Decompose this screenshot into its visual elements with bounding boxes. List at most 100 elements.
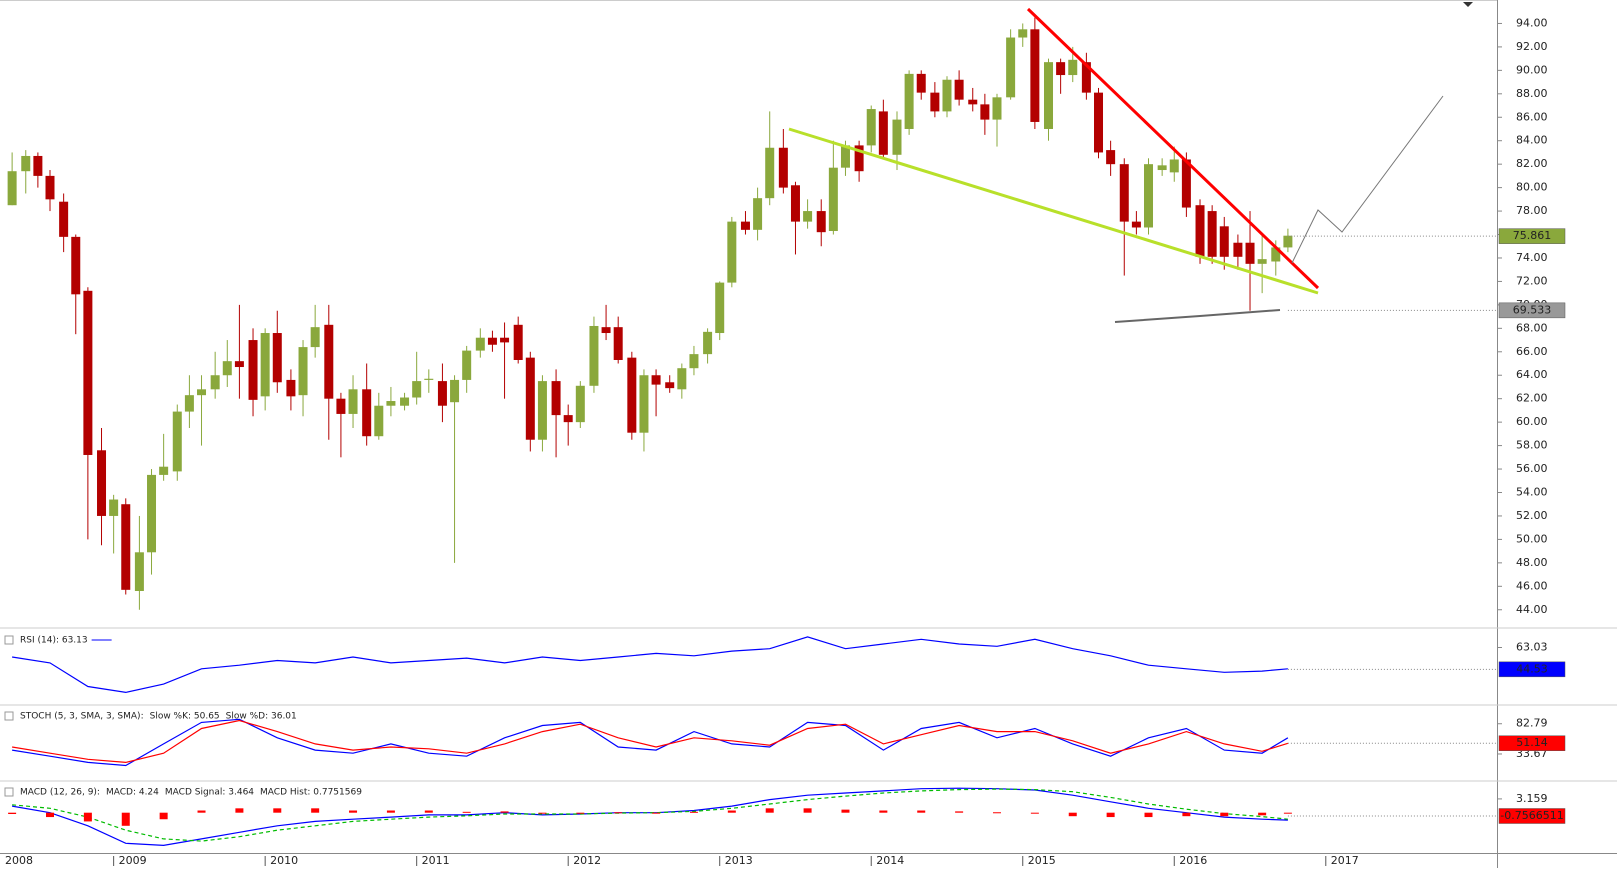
candle-body	[1094, 92, 1104, 153]
histogram-bar	[1030, 812, 1039, 814]
y-tick-label: 80.00	[1516, 181, 1548, 194]
candle-body	[336, 398, 346, 414]
candle-body	[1106, 150, 1116, 165]
trend-lines	[788, 7, 1444, 323]
candle-body	[589, 325, 599, 386]
x-tick-label: 2011	[422, 854, 450, 867]
legend-label: Slow %D: 36.01	[226, 712, 297, 722]
candle-body	[71, 236, 81, 295]
candle-body	[1030, 29, 1040, 122]
candle-body	[248, 340, 258, 400]
marker-label: 69.533	[1513, 303, 1552, 316]
candle-body	[450, 379, 460, 403]
candle-body	[45, 175, 55, 200]
y-tick-label: 48.00	[1516, 556, 1548, 569]
candle-body	[904, 73, 914, 129]
y-tick-label: 56.00	[1516, 462, 1548, 475]
legend-label: Slow %K: 50.65	[150, 712, 220, 722]
candle-body	[437, 381, 447, 406]
candle-body	[980, 104, 990, 120]
candle-body	[689, 354, 699, 369]
histogram-bar	[652, 812, 661, 814]
candle-body	[513, 324, 523, 360]
candle-body	[677, 368, 687, 390]
histogram-bar	[121, 812, 130, 826]
candle-body	[286, 379, 296, 397]
candle-body	[942, 79, 952, 112]
y-tick-label: 74.00	[1516, 251, 1548, 264]
histogram-bar	[1220, 812, 1229, 817]
candle-body	[1195, 205, 1205, 257]
histogram-bar	[614, 812, 623, 814]
histogram-bar	[349, 810, 358, 813]
y-tick-label: 82.00	[1516, 157, 1548, 170]
histogram-bar	[46, 812, 55, 818]
candle-body	[968, 99, 978, 105]
marker-box	[1498, 661, 1566, 678]
y-tick-label: 92.00	[1516, 40, 1548, 53]
y-tick-label: 46.00	[1516, 579, 1548, 592]
y-tick-label: 50.00	[1516, 532, 1548, 545]
candle-body	[740, 221, 750, 230]
candle-body	[109, 499, 119, 516]
candle-body	[1081, 62, 1091, 93]
marker-label: 44.53	[1516, 662, 1548, 675]
histogram-bar	[273, 808, 282, 813]
candle-body	[753, 198, 763, 230]
y-tick-label: 58.00	[1516, 439, 1548, 452]
candle-body	[639, 375, 649, 433]
y-tick-label: 66.00	[1516, 345, 1548, 358]
candle-body	[1181, 159, 1191, 208]
y-tick-label: 86.00	[1516, 110, 1548, 123]
x-tick-label: 2017	[1331, 854, 1359, 867]
y-tick-label: 54.00	[1516, 485, 1548, 498]
candle-body	[222, 361, 232, 376]
plot-layer: 44.00 46.00 48.00 50.00 52.00 54.00 56.00 58.00…	[4, 16, 1566, 867]
candle-body	[613, 327, 623, 360]
histogram-bar	[1258, 812, 1267, 816]
y-tick-label: 72.00	[1516, 274, 1548, 287]
support-line	[788, 127, 1319, 295]
candle-body	[563, 415, 573, 423]
y-tick-label: 78.00	[1516, 204, 1548, 217]
candle-body	[184, 395, 194, 412]
candle-body	[1233, 242, 1243, 257]
resistance-line	[1026, 7, 1320, 290]
candle-body	[703, 331, 713, 355]
marker-box	[1498, 228, 1566, 244]
y-tick-label: 90.00	[1516, 63, 1548, 76]
candle-body	[1169, 159, 1179, 173]
x-tick-label: 2016	[1179, 854, 1207, 867]
candle-body	[210, 375, 220, 390]
candle-body	[803, 211, 813, 222]
histogram-bar	[765, 808, 774, 813]
y-tick-label: 88.00	[1516, 87, 1548, 100]
y-tick-label: 94.00	[1516, 16, 1548, 29]
candle-body	[59, 201, 69, 237]
candle-body	[1157, 165, 1167, 171]
menu-arrow[interactable]	[1463, 2, 1473, 7]
candle-body	[930, 92, 940, 112]
histogram-bar	[955, 811, 964, 813]
candle-body	[298, 347, 308, 396]
histogram-bar	[879, 810, 888, 813]
x-tick-label: 2015	[1028, 854, 1056, 867]
x-tick-label: 2012	[573, 854, 601, 867]
y-tick-label: 84.00	[1516, 134, 1548, 147]
histogram-bar	[803, 808, 812, 813]
candle-body	[854, 145, 864, 172]
candle-body	[324, 324, 334, 399]
candle-body	[954, 79, 964, 100]
candle-body	[1144, 164, 1154, 228]
candle-body	[1207, 211, 1217, 257]
candle-body	[462, 350, 472, 380]
histogram-bar	[992, 812, 1001, 814]
candle-body	[878, 111, 888, 155]
histogram-bar	[538, 812, 547, 814]
y-tick-label: 52.00	[1516, 509, 1548, 522]
candle-body	[310, 327, 320, 348]
candle-body	[197, 389, 207, 396]
histogram-bar	[1182, 812, 1191, 817]
marker-label: -0.7566511	[1500, 809, 1563, 822]
y-tick-label: 60.00	[1516, 415, 1548, 428]
